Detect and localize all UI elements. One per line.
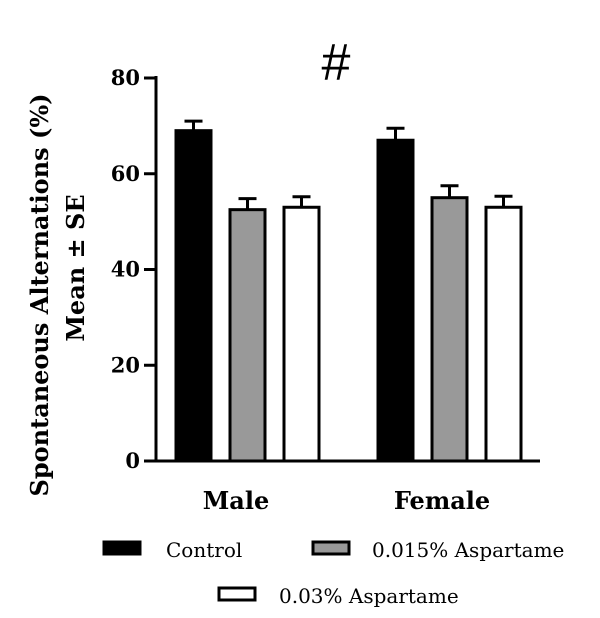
y-tick-label: 20 xyxy=(111,352,140,377)
y-axis-title-line2: Mean ± SE xyxy=(61,194,90,341)
bars-group xyxy=(174,119,523,463)
legend-swatch xyxy=(311,540,351,556)
y-axis-title-line1: Spontaneous Alternations (%) xyxy=(25,93,54,496)
y-axis-subtitle: Mean ± SE xyxy=(61,194,90,341)
category-labels: Male Female xyxy=(203,486,490,515)
bar-female-2 xyxy=(484,205,523,463)
y-tick-label: 0 xyxy=(125,448,140,473)
legend-label: 0.015% Aspartame xyxy=(372,538,564,562)
bar-female-1 xyxy=(430,196,469,463)
legend-swatch xyxy=(102,540,142,556)
bar-male-2 xyxy=(282,205,321,463)
x-category-label: Female xyxy=(394,486,490,515)
y-tick-label: 40 xyxy=(111,257,140,282)
bar-female-0 xyxy=(376,138,415,463)
legend: Control 0.015% Aspartame 0.03% Aspartame xyxy=(102,538,564,608)
y-tick-label: 80 xyxy=(111,65,140,90)
legend-label: Control xyxy=(166,538,242,562)
y-tick-label: 60 xyxy=(111,161,140,186)
significance-annotation: # xyxy=(322,34,351,92)
y-axis-ticks: 0 20 40 60 80 xyxy=(111,65,156,473)
bar-male-0 xyxy=(174,129,213,463)
legend-label: 0.03% Aspartame xyxy=(279,584,459,608)
y-axis-title: Spontaneous Alternations (%) xyxy=(25,93,54,496)
bar-male-1 xyxy=(228,208,267,463)
x-category-label: Male xyxy=(203,486,270,515)
legend-swatch xyxy=(217,586,257,602)
